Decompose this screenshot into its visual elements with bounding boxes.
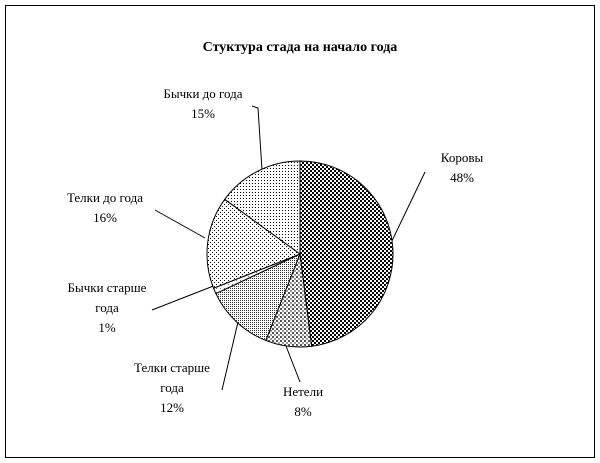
category-label: Бычки до года	[163, 86, 243, 101]
leader-lines	[151, 105, 426, 391]
category-label: Телки до года	[66, 190, 144, 205]
pie-slice	[206, 198, 302, 289]
slice-label: Коровы 48%	[407, 148, 517, 188]
category-label: Бычки старше года	[67, 280, 147, 315]
slice-label: Бычки старше года 1%	[52, 278, 162, 338]
slice-label: Бычки до года 15%	[148, 84, 258, 124]
category-label: Телки старше года	[134, 360, 210, 395]
pie-slice	[224, 160, 301, 255]
value-label: 8%	[294, 404, 312, 419]
slice-label: Нетели 8%	[248, 382, 358, 422]
pie-slice	[215, 253, 301, 342]
value-label: 12%	[160, 400, 184, 415]
slice-label: Телки старше года 12%	[117, 358, 227, 418]
value-label: 15%	[191, 106, 215, 121]
chart-border	[5, 5, 595, 458]
category-label: Нетели	[282, 384, 324, 399]
value-label: 1%	[98, 320, 116, 335]
value-label: 16%	[93, 210, 117, 225]
pie-slice	[299, 160, 394, 347]
category-label: Коровы	[440, 150, 484, 165]
chart-title: Стуктура стада на начало года	[202, 40, 398, 55]
slice-label: Телки до года 16%	[50, 188, 160, 228]
value-label: 48%	[450, 170, 474, 185]
